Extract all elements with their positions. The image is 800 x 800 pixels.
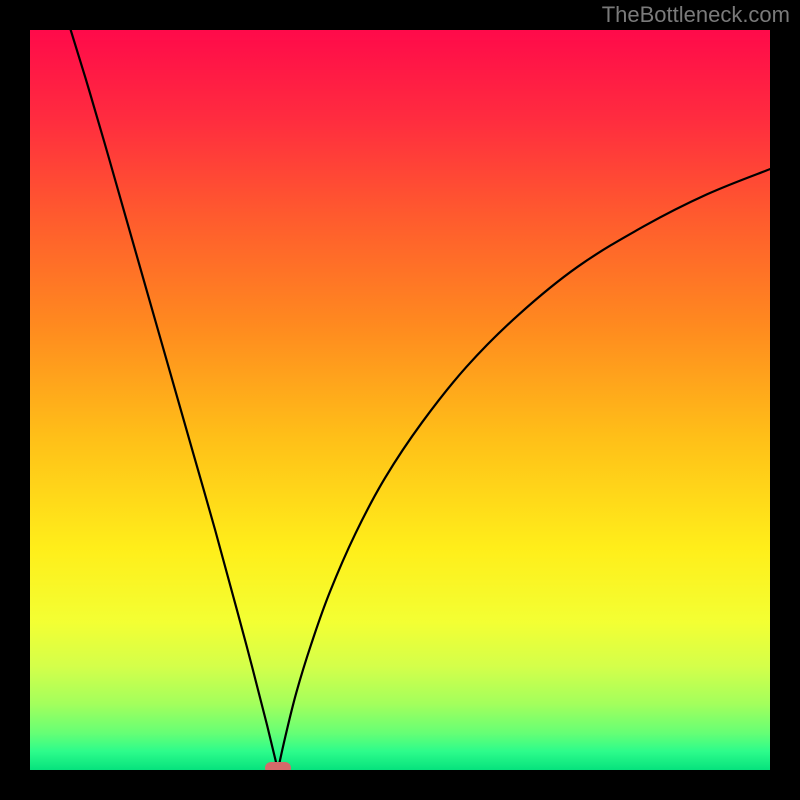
- minimum-marker: [265, 762, 291, 770]
- plot-area: [30, 30, 770, 770]
- curve-path: [71, 30, 770, 770]
- watermark-text: TheBottleneck.com: [602, 2, 790, 28]
- bottleneck-curve: [30, 30, 770, 770]
- chart-container: TheBottleneck.com: [0, 0, 800, 800]
